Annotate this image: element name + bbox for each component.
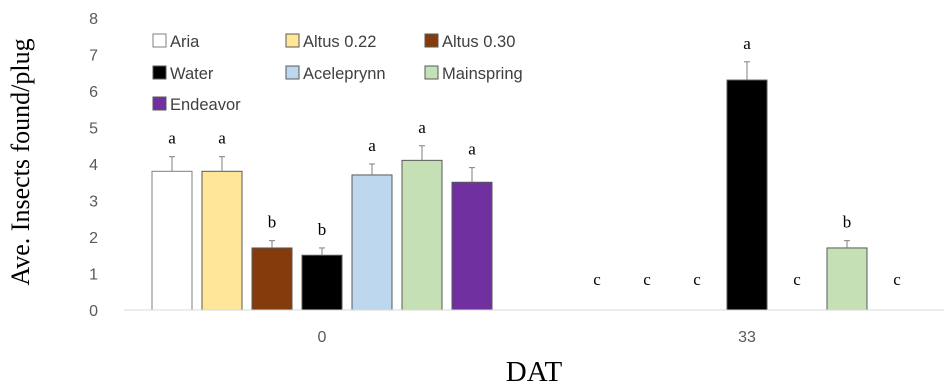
significance-letter: c (693, 270, 701, 289)
y-axis-ticks: 0 1 2 3 4 5 6 7 8 (89, 11, 98, 320)
bar-aria-dat-0 (151, 170, 193, 311)
legend-swatch (152, 96, 167, 111)
y-tick-label: 5 (89, 121, 98, 138)
significance-letter: b (843, 213, 852, 232)
legend-swatch (424, 33, 439, 48)
significance-letter: b (268, 213, 277, 232)
y-tick-label: 1 (89, 267, 98, 284)
legend-swatch (285, 65, 300, 80)
significance-letter: a (418, 118, 426, 137)
significance-letter: a (368, 136, 376, 155)
bar-endeavor-dat-0 (451, 181, 493, 311)
x-tick-label: 33 (738, 329, 756, 346)
significance-letter: a (168, 129, 176, 148)
significance-letter: b (318, 220, 327, 239)
significance-letter: c (793, 270, 801, 289)
bar-mainspring-dat-0 (401, 159, 443, 311)
legend-label: Mainspring (442, 65, 523, 83)
x-axis-title: DAT (506, 356, 563, 385)
bar-aceleprynn-dat-0 (351, 174, 393, 311)
significance-letter: c (643, 270, 651, 289)
significance-letter: c (893, 270, 901, 289)
bar-altus-0-30-dat-0 (251, 247, 293, 311)
x-axis-ticks: 0 33 (318, 329, 756, 346)
significance-letter: a (743, 34, 751, 53)
bar-mainspring-dat-33 (826, 247, 868, 311)
y-tick-label: 7 (89, 48, 98, 65)
significance-letter: a (218, 129, 226, 148)
significance-letter: a (468, 140, 476, 159)
y-tick-label: 2 (89, 230, 98, 247)
legend-swatch (152, 65, 167, 80)
x-tick-label: 0 (318, 329, 327, 346)
legend-label: Endeavor (170, 96, 241, 114)
bar-water-dat-33 (726, 79, 768, 311)
y-tick-label: 8 (89, 11, 98, 28)
y-tick-label: 4 (89, 157, 98, 174)
legend-swatch (424, 65, 439, 80)
legend-label: Water (170, 65, 214, 83)
y-tick-label: 3 (89, 194, 98, 211)
legend: Aria Altus 0.22 Altus 0.30 Water Aceleprynn M… (152, 33, 523, 114)
legend-swatch (285, 33, 300, 48)
bar-altus-0-22-dat-0 (201, 170, 243, 311)
bars: a c a c b c b a a c a b a c (151, 34, 901, 311)
legend-label: Altus 0.22 (303, 33, 376, 51)
bar-water-dat-0 (301, 254, 343, 311)
significance-letter: c (593, 270, 601, 289)
y-tick-label: 6 (89, 84, 98, 101)
legend-swatch (152, 33, 167, 48)
y-tick-label: 0 (89, 303, 98, 320)
y-axis-title: Ave. Insects found/plug (6, 38, 35, 285)
legend-label: Aceleprynn (303, 65, 386, 83)
legend-label: Altus 0.30 (442, 33, 515, 51)
legend-label: Aria (170, 33, 200, 51)
